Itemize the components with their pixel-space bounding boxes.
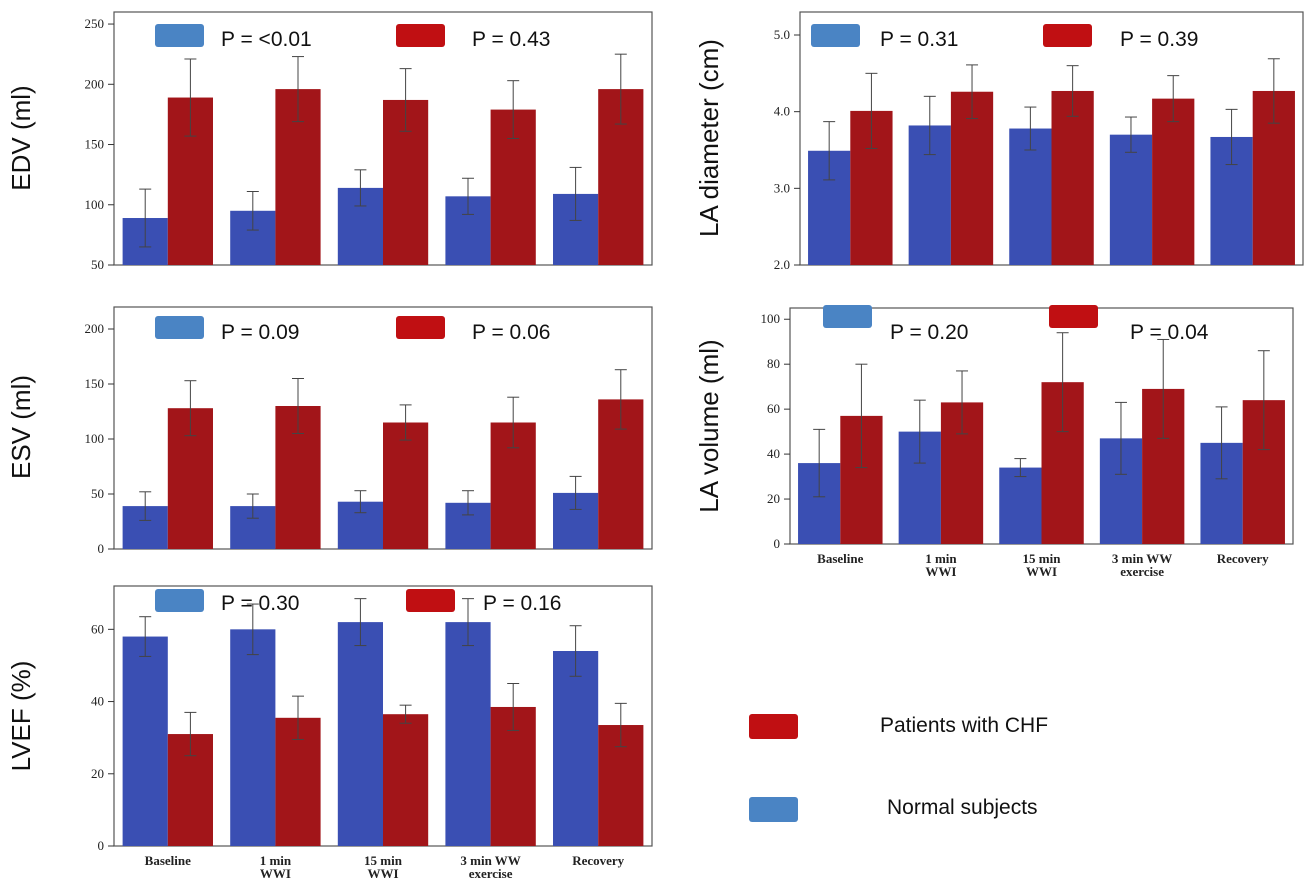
- category-label: Recovery: [572, 853, 624, 868]
- y-tick-label: 0: [774, 536, 781, 551]
- category-label: 3 min WW: [460, 853, 520, 868]
- p-value-chf: P = 0.39: [1120, 28, 1198, 51]
- p-swatch-normal: [155, 589, 204, 612]
- chart-panel: 50 100 150 200 250 EDV (ml) P = <0.01 P = 0.43: [6, 11, 653, 272]
- p-value-chf: P = 0.06: [472, 321, 550, 344]
- y-tick-label: 2.0: [774, 257, 790, 272]
- bar-normal: [999, 467, 1042, 544]
- y-tick-label: 40: [767, 446, 780, 461]
- y-tick-label: 50: [91, 486, 104, 501]
- p-swatch-chf: [396, 316, 445, 339]
- p-swatch-chf: [406, 589, 455, 612]
- category-label: Baseline: [145, 853, 191, 868]
- y-tick-label: 0: [98, 838, 105, 853]
- bar-normal: [445, 622, 491, 846]
- p-swatch-chf: [1043, 24, 1092, 47]
- y-tick-label: 40: [91, 694, 104, 709]
- y-tick-label: 200: [85, 76, 105, 91]
- bar-normal: [122, 636, 168, 846]
- y-axis-label: LVEF (%): [6, 661, 36, 772]
- y-tick-label: 150: [85, 376, 105, 391]
- p-swatch-chf: [396, 24, 445, 47]
- p-value-normal: P = 0.30: [221, 592, 299, 615]
- category-label: WWI: [1026, 564, 1057, 579]
- y-tick-label: 20: [767, 491, 780, 506]
- p-value-normal: P = 0.09: [221, 321, 299, 344]
- bar-normal: [1009, 128, 1052, 265]
- p-swatch-normal: [811, 24, 860, 47]
- category-label: Recovery: [1217, 551, 1269, 566]
- chart-panel: 0 50 100 150 200 ESV (ml) P = 0.09 P = 0.06: [6, 306, 653, 556]
- bar-chf: [1152, 98, 1195, 265]
- category-label: 15 min: [1023, 551, 1062, 566]
- category-label: 1 min: [260, 853, 292, 868]
- y-axis-label: LA diameter (cm): [694, 39, 724, 237]
- bar-chf: [383, 422, 429, 549]
- category-label: exercise: [469, 866, 513, 881]
- legend-swatch-normal: [749, 797, 798, 822]
- bar-chf: [383, 714, 429, 846]
- y-tick-label: 4.0: [774, 104, 790, 119]
- bar-normal: [337, 622, 383, 846]
- legend-swatch-chf: [749, 714, 798, 739]
- category-label: WWI: [260, 866, 291, 881]
- y-tick-label: 5.0: [774, 27, 790, 42]
- legend-label-normal: Normal subjects: [887, 796, 1038, 819]
- y-tick-label: 250: [85, 16, 105, 31]
- y-tick-label: 200: [85, 321, 105, 336]
- y-tick-label: 60: [767, 401, 780, 416]
- chart-panel: 2.0 3.0 4.0 5.0 LA diameter (cm) P = 0.31 P = …: [694, 11, 1304, 272]
- y-tick-label: 150: [85, 137, 105, 152]
- p-value-chf: P = 0.43: [472, 28, 550, 51]
- y-tick-label: 100: [761, 311, 781, 326]
- category-label: Baseline: [817, 551, 863, 566]
- y-tick-label: 50: [91, 257, 104, 272]
- p-swatch-normal: [155, 316, 204, 339]
- legend-label-chf: Patients with CHF: [880, 714, 1048, 737]
- bar-chf: [1051, 90, 1094, 265]
- y-axis-label: ESV (ml): [6, 375, 36, 479]
- category-label: 3 min WW: [1112, 551, 1172, 566]
- y-axis-label: LA volume (ml): [694, 339, 724, 512]
- p-value-chf: P = 0.16: [483, 592, 561, 615]
- p-value-normal: P = 0.20: [890, 321, 968, 344]
- y-tick-label: 3.0: [774, 180, 790, 195]
- category-label: WWI: [367, 866, 398, 881]
- y-tick-label: 80: [767, 356, 780, 371]
- p-swatch-normal: [155, 24, 204, 47]
- y-axis-label: EDV (ml): [6, 85, 36, 190]
- p-value-normal: P = <0.01: [221, 28, 312, 51]
- y-tick-label: 0: [98, 541, 105, 556]
- y-tick-label: 60: [91, 621, 104, 636]
- category-label: 15 min: [364, 853, 403, 868]
- y-tick-label: 100: [85, 431, 105, 446]
- category-label: exercise: [1120, 564, 1164, 579]
- y-tick-label: 100: [85, 197, 105, 212]
- y-tick-label: 20: [91, 766, 104, 781]
- category-label: WWI: [925, 564, 956, 579]
- p-swatch-chf: [1049, 305, 1098, 328]
- category-label: 1 min: [925, 551, 957, 566]
- p-value-normal: P = 0.31: [880, 28, 958, 51]
- bar-normal: [553, 651, 599, 846]
- p-value-chf: P = 0.04: [1130, 321, 1209, 344]
- bar-normal: [230, 629, 276, 846]
- p-swatch-normal: [823, 305, 872, 328]
- legend: Patients with CHF Normal subjects: [749, 714, 1048, 822]
- bar-chf: [950, 91, 994, 265]
- bar-normal: [1109, 134, 1153, 265]
